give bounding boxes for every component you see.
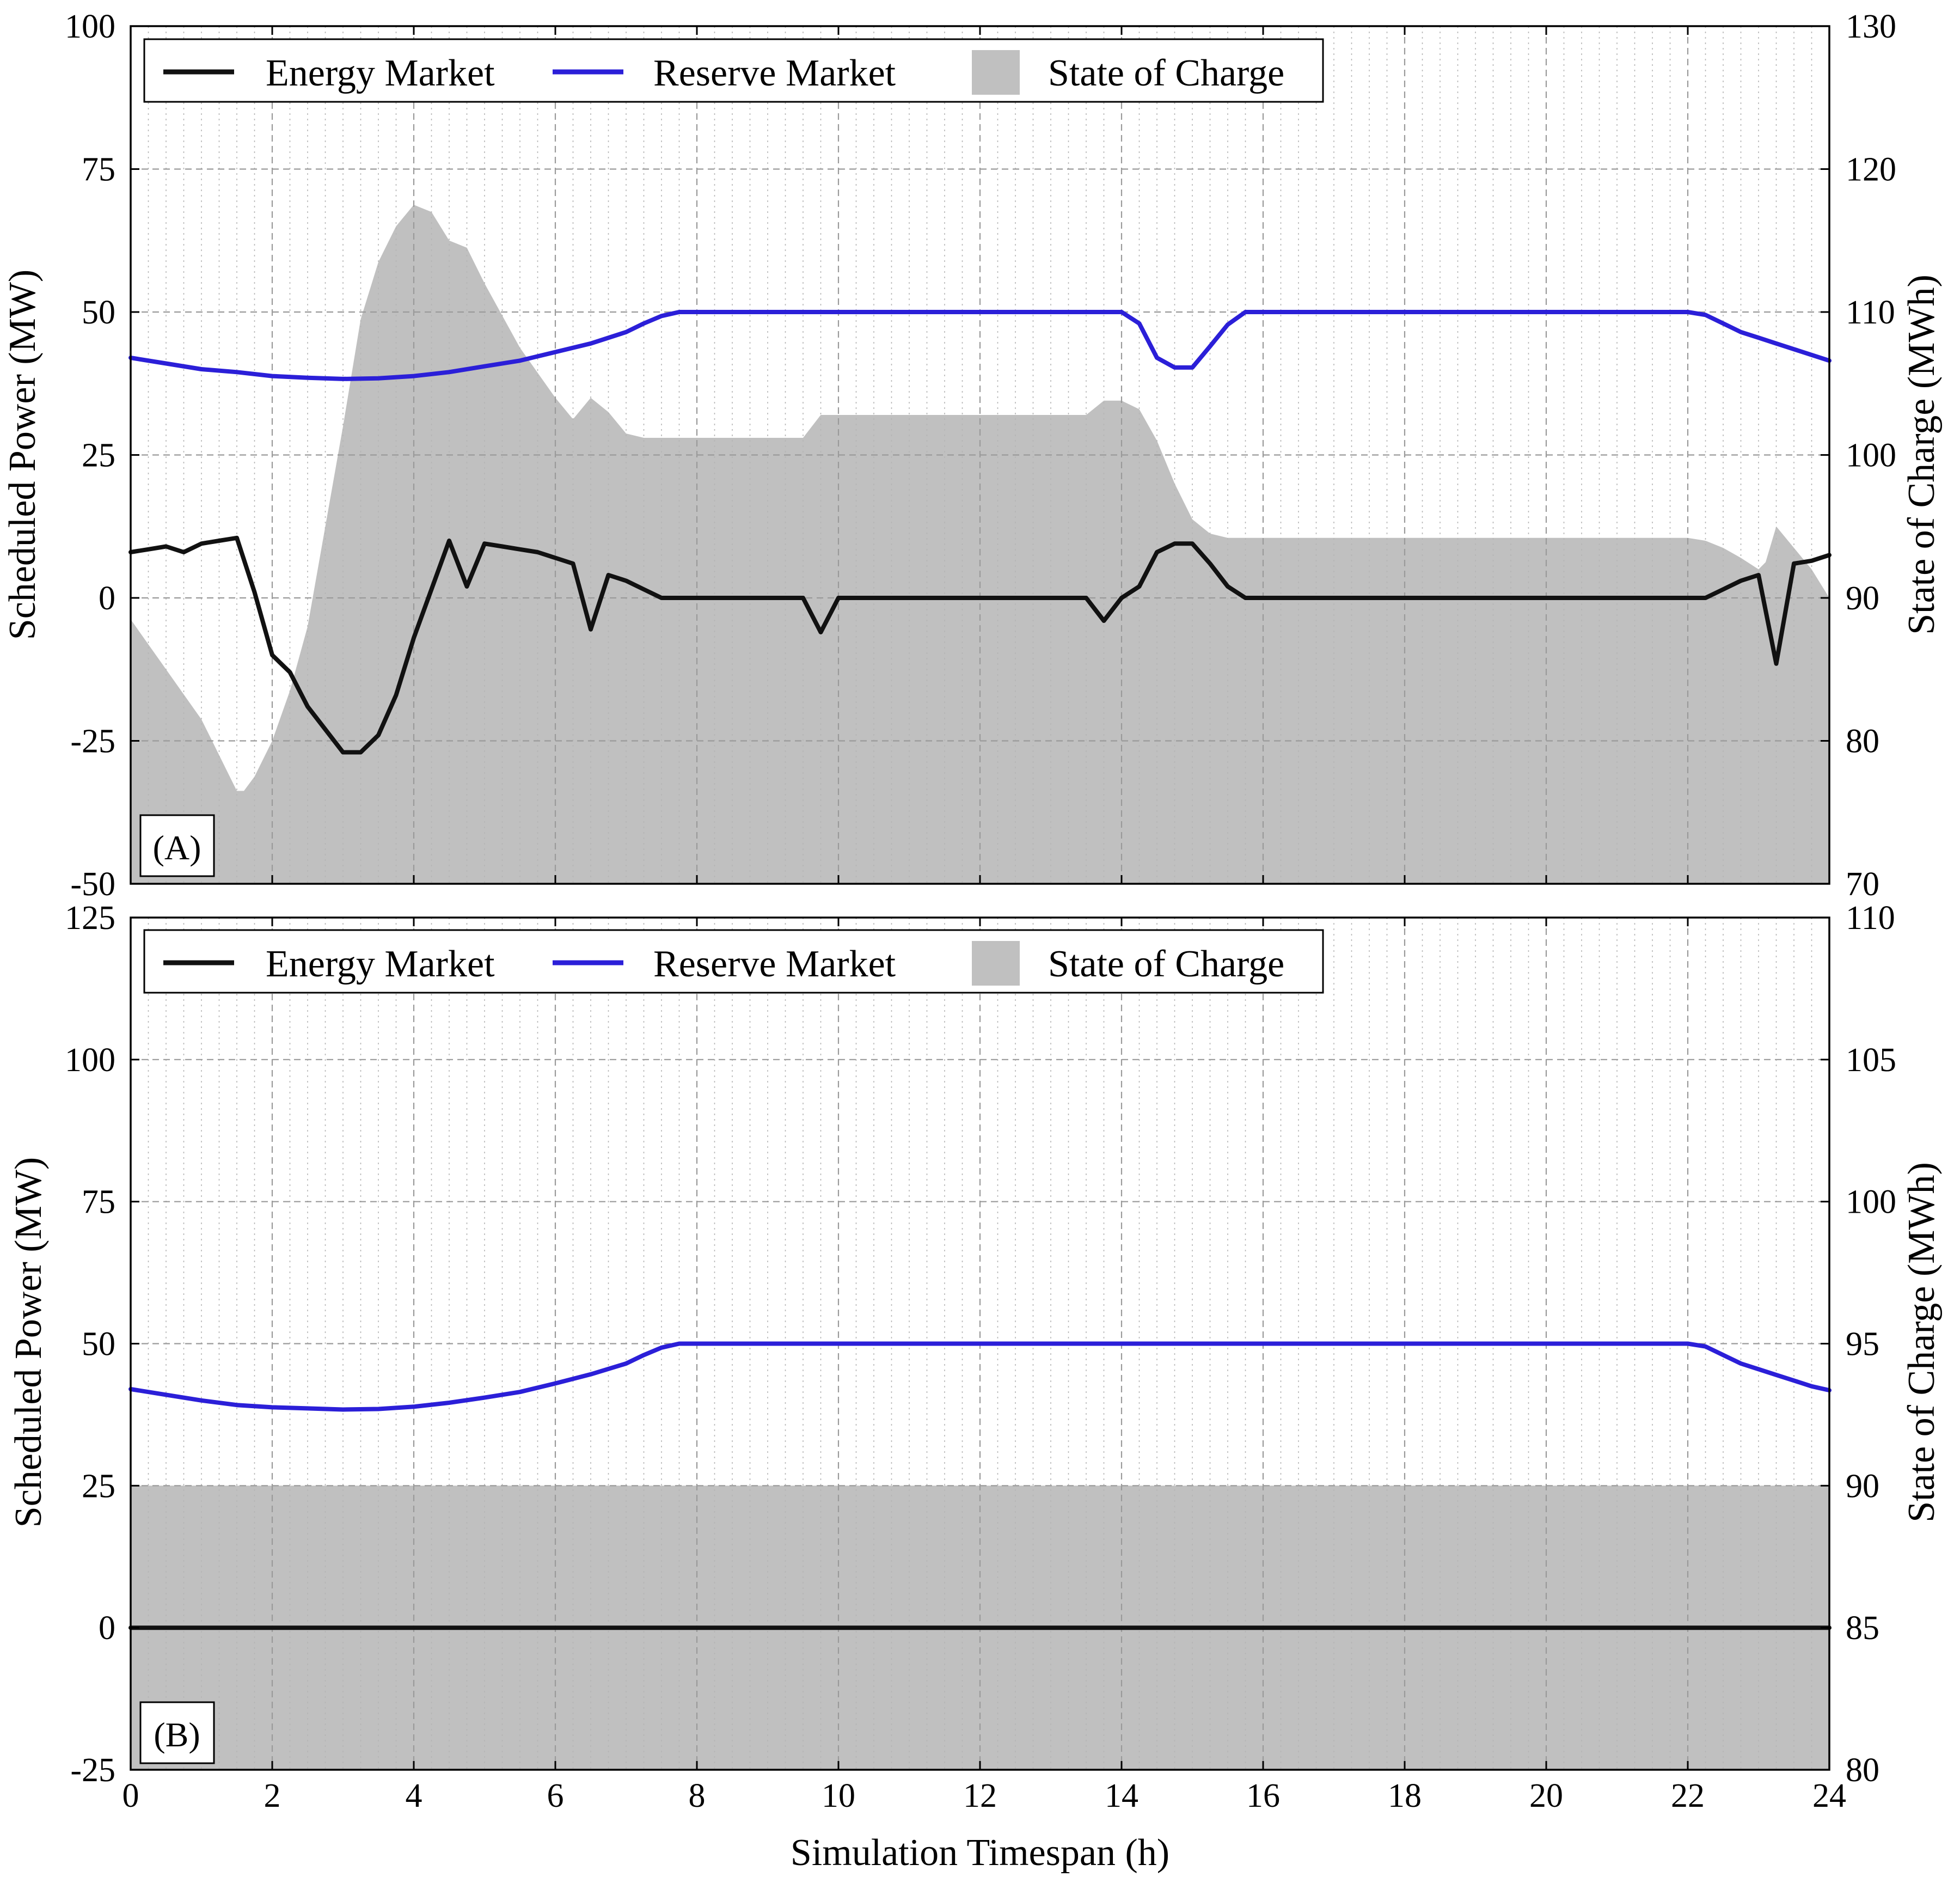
b-legend: Energy Market Reserve Market State of Ch… [143,929,1324,994]
a-y-tick-label: 75 [82,151,115,188]
b-x-tick-label: 8 [689,1777,706,1814]
b-x-tick-label: 6 [547,1777,564,1814]
b-y2-tick-label: 80 [1846,1752,1879,1789]
a-y-tick-label: -25 [70,723,115,760]
b-y-tick-label: -25 [70,1752,115,1789]
a-legend-box [143,38,1324,103]
b-x-tick-label: 4 [406,1777,422,1814]
a-panel-label-box [139,814,215,877]
b-x-tick-label: 18 [1388,1777,1422,1814]
b-panel-label: (B) [139,1701,215,1764]
a-y-tick-label: 25 [82,437,115,474]
a-y2-axis-title: State of Charge (MWh) [1901,274,1943,635]
b-y2-tick-label: 90 [1846,1468,1879,1505]
a-y2-tick-label: 130 [1846,8,1896,45]
b-x-axis-title: Simulation Timespan (h) [791,1832,1169,1874]
b-legend-swatch-soc [972,941,1020,986]
b-panel-label-box [139,1701,215,1764]
a-series-lines [128,310,1832,755]
b-y-tick-label: 100 [65,1042,115,1079]
b-legend-label-soc: State of Charge [1048,943,1284,985]
a-legend-label-soc: State of Charge [1048,52,1284,94]
a-legend-swatch-soc [972,50,1020,95]
b-x-tick-label: 12 [963,1777,997,1814]
b-x-tick-label: 22 [1671,1777,1705,1814]
a-panel-label-text: (A) [153,828,201,867]
b-y-tick-label: 125 [65,900,115,937]
b-x-tick-label: 24 [1812,1777,1846,1814]
b-series-lines [128,1341,1832,1630]
a-grid [131,26,1829,884]
b-y2-tick-label: 105 [1846,1042,1896,1079]
a-y-tick-label: 0 [99,580,115,617]
b-legend-box [143,929,1324,994]
b-x-tick-label: 16 [1246,1777,1280,1814]
a-panel-label: (A) [139,814,215,877]
b-panel-label-text: (B) [154,1715,200,1754]
b-x-tick-label: 0 [122,1777,139,1814]
b-y-axis-title: Scheduled Power (MW) [8,1157,50,1527]
b-y2-tick-label: 95 [1846,1326,1879,1363]
a-y2-tick-label: 120 [1846,151,1896,188]
b-y-tick-label: 25 [82,1468,115,1505]
b-y2-tick-label: 110 [1846,900,1895,937]
b-x-tick-label: 2 [264,1777,281,1814]
b-x-tick-label: 14 [1105,1777,1138,1814]
b-axis-ticks: 0 2 4 6 8 10 12 14 16 18 20 22 24-250255075100125808… [65,900,1896,1814]
a-legend-label-reserve: Reserve Market [653,52,896,94]
a-line-energy [128,535,1832,755]
panel-b: 0 2 4 6 8 10 12 14 16 18 20 22 24-250255075100125808… [8,900,1943,1874]
b-line-reserve [128,1341,1832,1412]
a-legend: Energy Market Reserve Market State of Ch… [143,38,1324,103]
panel-a: -50 -25 0 25 50 75 100 70 80 90 100 110 120 130 Sched… [2,8,1943,903]
a-y2-tick-label: 90 [1846,580,1879,617]
b-x-tick-label: 20 [1529,1777,1563,1814]
b-y-tick-label: 50 [82,1326,115,1363]
a-legend-label-energy: Energy Market [266,52,495,94]
a-y2-tick-label: 100 [1846,437,1896,474]
a-y-tick-label: -50 [70,866,115,903]
b-y2-tick-label: 100 [1846,1184,1896,1221]
b-x-tick-label: 10 [822,1777,855,1814]
b-y-tick-label: 0 [99,1610,115,1647]
b-legend-label-reserve: Reserve Market [653,943,896,985]
a-y-tick-label: 50 [82,294,115,331]
a-axis-ticks: -50 -25 0 25 50 75 100 70 80 90 100 110 120 130 [65,8,1896,903]
b-y2-tick-label: 85 [1846,1610,1879,1647]
a-y2-tick-label: 110 [1846,294,1895,331]
a-y-axis-title: Scheduled Power (MW) [2,270,44,640]
a-line-reserve [128,310,1832,381]
a-y2-tick-label: 80 [1846,723,1879,760]
b-y2-axis-title: State of Charge (MWh) [1901,1162,1943,1523]
b-y-tick-label: 75 [82,1184,115,1221]
b-legend-label-energy: Energy Market [266,943,495,985]
a-y-tick-label: 100 [65,8,115,45]
a-y2-tick-label: 70 [1846,866,1879,903]
